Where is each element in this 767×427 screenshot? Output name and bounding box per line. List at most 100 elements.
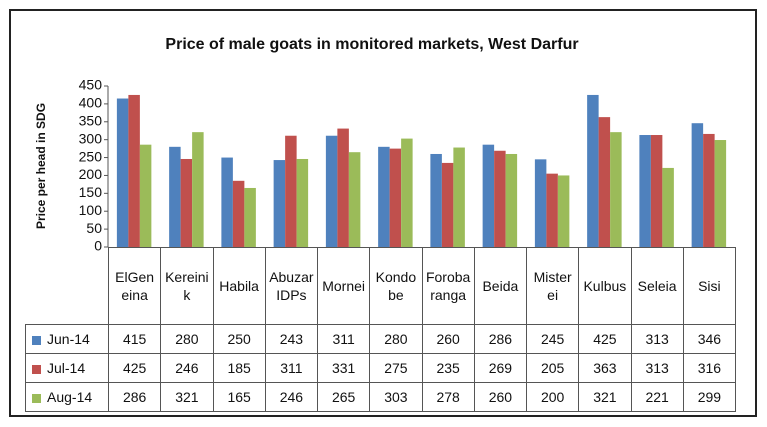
corner-cell xyxy=(25,247,109,325)
data-row: Aug-14 286 321 165 246 265 303 278 260 200 321 221 2… xyxy=(25,382,737,412)
bar xyxy=(401,138,413,247)
value-cell: 313 xyxy=(630,353,684,383)
bar xyxy=(441,162,454,247)
y-tick-label: 200 xyxy=(79,166,103,182)
category-label: Misterei xyxy=(525,247,580,325)
value-cell: 265 xyxy=(316,382,371,412)
value-cell: 243 xyxy=(264,324,319,354)
bar xyxy=(348,152,361,247)
value-cell: 246 xyxy=(264,382,319,412)
bar xyxy=(337,128,349,247)
value-cell: 311 xyxy=(264,353,319,383)
y-tick-label: 400 xyxy=(79,95,103,111)
category-label: Forobaranga xyxy=(421,247,475,325)
bar xyxy=(587,94,599,247)
legend-swatch xyxy=(32,364,41,374)
bar xyxy=(296,158,309,247)
value-cell: 235 xyxy=(421,353,475,383)
bar xyxy=(534,159,547,247)
value-cell: 321 xyxy=(578,382,632,412)
value-cell: 311 xyxy=(316,324,371,354)
data-row: Jul-14 425 246 185 311 331 275 235 269 205 363 313 3… xyxy=(25,353,737,383)
legend-label: Jun-14 xyxy=(47,331,90,347)
bar xyxy=(389,148,402,247)
bar xyxy=(285,135,297,247)
bar xyxy=(169,146,181,247)
category-label: Beida xyxy=(473,247,528,325)
value-cell: 200 xyxy=(525,382,580,412)
y-tick-label: 300 xyxy=(79,130,103,146)
bar xyxy=(494,150,506,247)
value-cell: 280 xyxy=(369,324,423,354)
bar xyxy=(180,158,193,247)
value-cell: 278 xyxy=(421,382,475,412)
y-tick-label: 350 xyxy=(79,112,103,128)
value-cell: 280 xyxy=(160,324,214,354)
value-cell: 245 xyxy=(525,324,580,354)
bar xyxy=(116,98,129,248)
bar xyxy=(610,132,622,247)
bar xyxy=(639,135,651,247)
bar xyxy=(691,123,704,247)
bar xyxy=(430,153,442,247)
bar xyxy=(325,135,338,247)
value-cell: 165 xyxy=(212,382,266,412)
category-label: Mornei xyxy=(316,247,371,325)
data-row: Jun-14 415 280 250 243 311 280 260 286 245 425 313 3… xyxy=(25,324,737,354)
value-cell: 286 xyxy=(107,382,162,412)
value-cell: 269 xyxy=(473,353,528,383)
bar xyxy=(557,175,570,247)
legend-label: Jul-14 xyxy=(47,360,86,376)
chart-title: Price of male goats in monitored markets… xyxy=(165,36,578,53)
bar xyxy=(505,153,518,247)
bar xyxy=(650,135,663,247)
value-cell: 286 xyxy=(473,324,528,354)
value-cell: 250 xyxy=(212,324,266,354)
category-label: Seleia xyxy=(630,247,684,325)
bar xyxy=(714,140,727,247)
value-cell: 246 xyxy=(160,353,214,383)
legend-cell: Aug-14 xyxy=(25,382,109,412)
value-cell: 299 xyxy=(682,382,737,412)
value-cell: 425 xyxy=(578,324,632,354)
bar xyxy=(453,147,465,247)
bar xyxy=(244,187,256,247)
y-tick-label: 0 xyxy=(94,238,102,254)
value-cell: 321 xyxy=(160,382,214,412)
y-tick-label: 50 xyxy=(86,220,102,236)
bar xyxy=(378,146,390,247)
category-label: Kulbus xyxy=(578,247,632,325)
data-table: ElGeneina Kereinik Habila AbuzarIDPs Mornei K… xyxy=(25,247,737,412)
y-tick-label: 100 xyxy=(79,202,103,218)
value-cell: 260 xyxy=(473,382,528,412)
bar xyxy=(482,144,495,247)
value-cell: 303 xyxy=(369,382,423,412)
value-cell: 275 xyxy=(369,353,423,383)
bar xyxy=(139,144,152,247)
value-cell: 346 xyxy=(682,324,737,354)
legend-label: Aug-14 xyxy=(47,389,93,405)
y-tick-label: 450 xyxy=(79,77,103,93)
value-cell: 316 xyxy=(682,353,737,383)
bar xyxy=(232,180,245,247)
legend-cell: Jun-14 xyxy=(25,324,109,354)
category-label: ElGeneina xyxy=(107,247,162,325)
y-axis-label: Price per head in SDG xyxy=(34,103,48,229)
bar xyxy=(273,160,286,247)
category-label: Kondobe xyxy=(369,247,423,325)
y-tick-label: 150 xyxy=(79,184,103,200)
value-cell: 331 xyxy=(316,353,371,383)
legend-cell: Jul-14 xyxy=(25,353,109,383)
category-label: Kereinik xyxy=(160,247,214,325)
value-cell: 205 xyxy=(525,353,580,383)
value-cell: 221 xyxy=(630,382,684,412)
legend-swatch xyxy=(32,335,41,345)
value-cell: 185 xyxy=(212,353,266,383)
bar xyxy=(546,173,558,247)
bar xyxy=(662,167,674,247)
bar xyxy=(221,157,233,247)
header-row: ElGeneina Kereinik Habila AbuzarIDPs Mornei K… xyxy=(25,247,737,325)
category-label: Sisi xyxy=(682,247,737,325)
category-label: AbuzarIDPs xyxy=(264,247,319,325)
